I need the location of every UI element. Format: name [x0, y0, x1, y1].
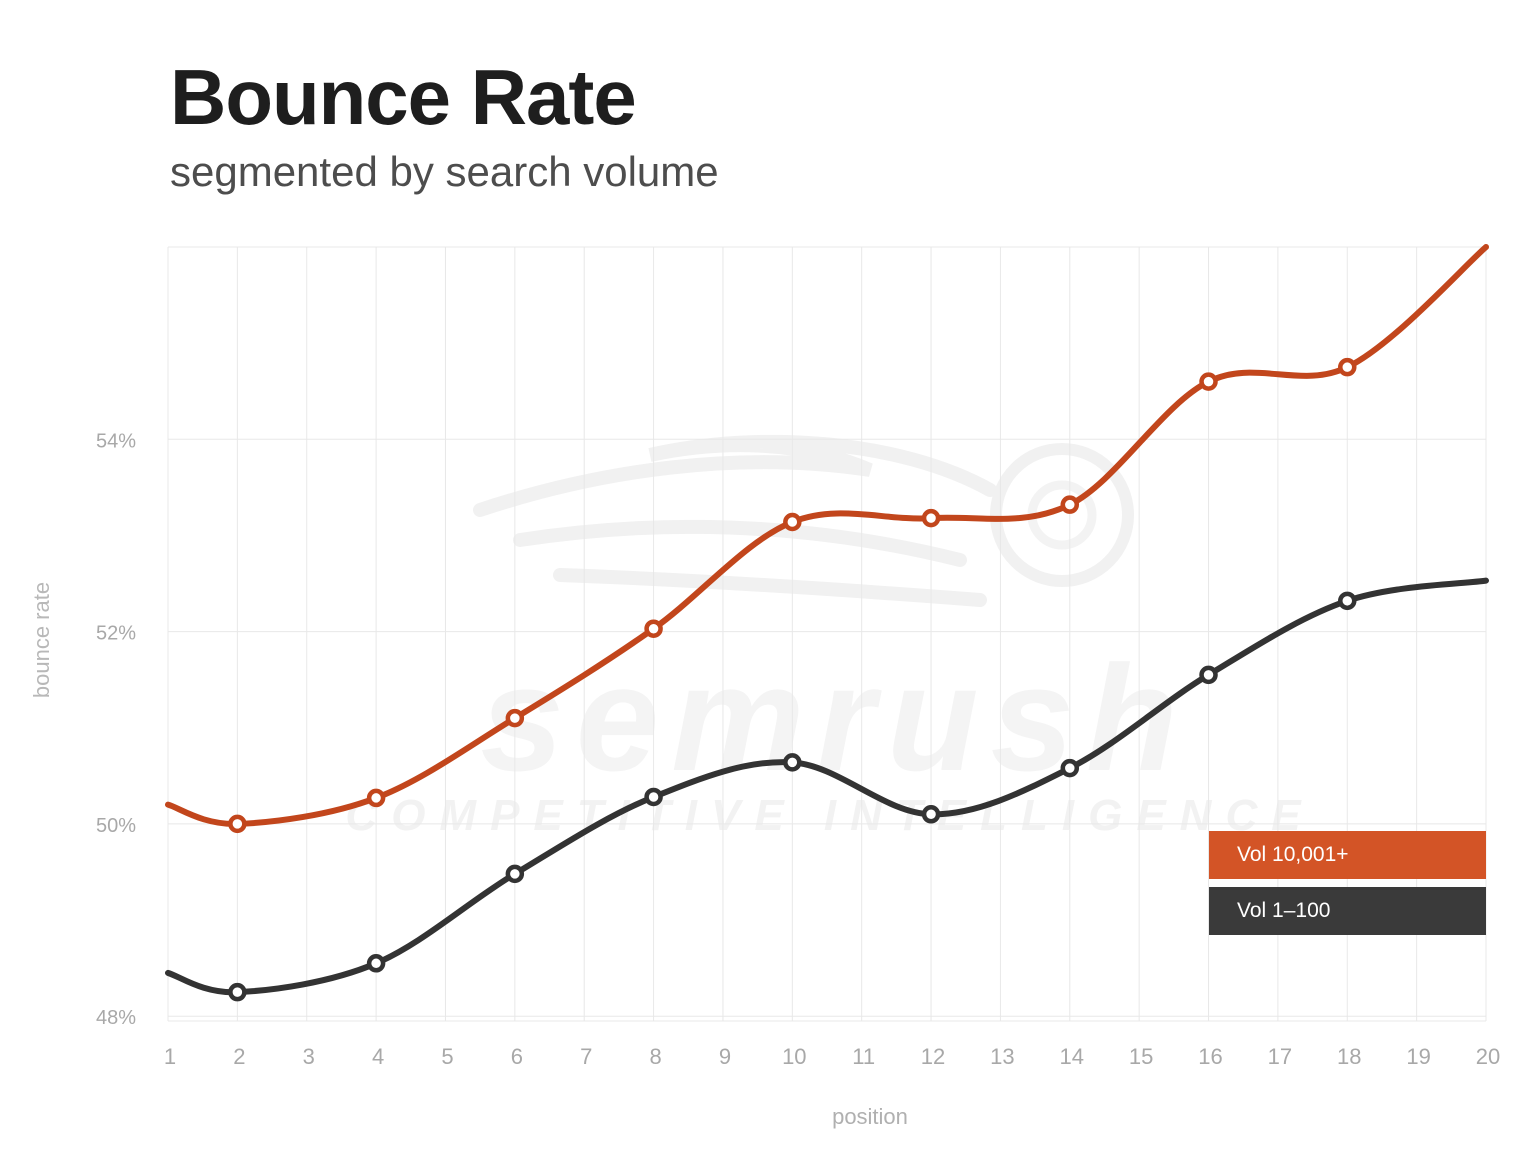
data-point-vol-10-001	[644, 619, 663, 638]
y-axis-label: bounce rate	[29, 581, 54, 699]
data-point-vol-1-100	[505, 864, 525, 884]
x-tick-label: 8	[649, 1044, 661, 1069]
x-tick-label: 15	[1129, 1044, 1153, 1069]
x-tick-label: 13	[990, 1044, 1014, 1069]
chart-title: Bounce Rate	[170, 53, 637, 141]
data-point-vol-10-001	[1338, 357, 1357, 377]
chart-subtitle: segmented by search volume	[170, 148, 719, 195]
y-tick-label: 50%	[96, 815, 136, 837]
x-tick-label: 12	[921, 1044, 945, 1069]
data-point-vol-10-001	[1060, 495, 1080, 514]
x-tick-label: 3	[303, 1044, 315, 1069]
axis-ticks: 1 2 3 4 5 6 7 8 9 10 11 12 13 14 15 16 17 18 19 2048%50%52%…	[96, 430, 1500, 1069]
x-tick-label: 18	[1337, 1044, 1361, 1069]
data-point-vol-10-001	[921, 508, 941, 528]
legend-item-vol-1-100[interactable]: Vol 1–100	[1209, 887, 1486, 935]
data-point-vol-10-001	[1199, 372, 1218, 391]
x-tick-label: 14	[1060, 1044, 1084, 1069]
data-point-vol-1-100	[228, 982, 247, 1002]
x-tick-label: 4	[372, 1044, 384, 1069]
data-point-vol-1-100	[366, 954, 386, 973]
x-tick-label: 20	[1476, 1044, 1500, 1069]
legend-item-vol-10001[interactable]: Vol 10,001+	[1209, 831, 1486, 879]
x-tick-label: 6	[511, 1044, 523, 1069]
x-tick-label: 11	[852, 1044, 875, 1069]
data-point-vol-1-100	[644, 787, 663, 807]
data-point-vol-1-100	[1199, 665, 1218, 685]
x-tick-label: 16	[1198, 1044, 1222, 1069]
x-tick-label: 9	[719, 1044, 731, 1069]
data-point-vol-10-001	[783, 512, 802, 532]
data-point-vol-10-001	[228, 814, 247, 834]
x-axis-label: position	[832, 1104, 908, 1129]
x-tick-label: 19	[1406, 1044, 1430, 1069]
fireball-flame-shape	[473, 434, 997, 607]
x-tick-label: 17	[1268, 1044, 1292, 1069]
x-tick-label: 1	[164, 1044, 176, 1069]
data-point-vol-10-001	[505, 708, 525, 728]
watermark-tagline: COMPETITIVE INTELLIGENCE	[345, 791, 1314, 840]
x-tick-label: 7	[580, 1044, 592, 1069]
y-tick-label: 48%	[96, 1007, 136, 1029]
data-point-vol-1-100	[1338, 591, 1357, 611]
x-tick-label: 10	[782, 1044, 806, 1069]
y-tick-label: 52%	[96, 623, 136, 645]
fireball-ring-shape	[990, 443, 1134, 587]
x-tick-label: 2	[233, 1044, 245, 1069]
series-layer	[165, 244, 1489, 1002]
y-tick-label: 54%	[96, 430, 136, 452]
data-point-vol-10-001	[366, 788, 386, 808]
x-tick-label: 5	[441, 1044, 453, 1069]
data-point-vol-1-100	[921, 805, 941, 824]
data-point-vol-1-100	[1060, 758, 1080, 778]
data-point-vol-1-100	[783, 753, 802, 772]
